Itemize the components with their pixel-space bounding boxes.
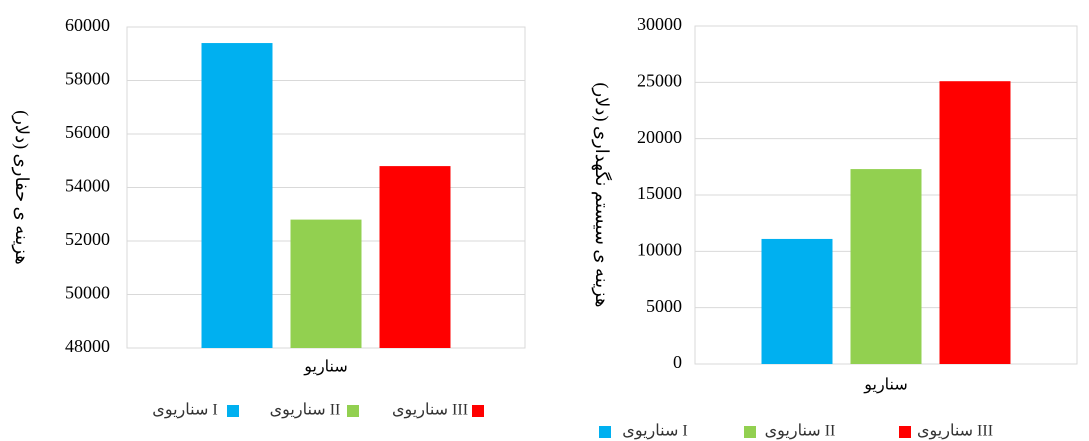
bar	[939, 81, 1011, 364]
y-tick-label: 25000	[637, 70, 682, 90]
legend-label: سناریوی I	[622, 423, 687, 440]
legend-label: سناریوی III	[392, 402, 468, 419]
bar	[201, 43, 273, 349]
legend-label: سناریوی I	[152, 402, 217, 419]
y-tick-label: 0	[673, 352, 682, 372]
legend-label: سناریوی III	[917, 423, 993, 440]
y-axis-label: هزینه ی حفاری (دلار)	[11, 110, 32, 265]
legend-swatch	[899, 426, 911, 438]
legend-swatch	[347, 405, 359, 417]
legend-label: سناریوی II	[765, 423, 836, 440]
y-tick-label: 10000	[637, 239, 682, 259]
y-axis-label: هزینه ی سیستم نگهداری (دلار)	[591, 82, 613, 307]
legend-label: سناریوی II	[270, 402, 341, 419]
y-tick-label: 30000	[637, 14, 682, 34]
x-tick-label: سناریو	[303, 359, 348, 376]
bar	[290, 219, 362, 348]
legend-swatch	[472, 405, 484, 417]
legend-swatch	[599, 426, 611, 438]
y-tick-label: 15000	[637, 183, 682, 203]
legend-swatch	[227, 405, 239, 417]
y-tick-label: 50000	[65, 283, 110, 303]
y-tick-label: 5000	[646, 296, 682, 316]
y-tick-label: 54000	[65, 176, 110, 196]
y-tick-label: 20000	[637, 127, 682, 147]
y-tick-label: 58000	[65, 69, 110, 89]
legend-swatch	[744, 426, 756, 438]
bar	[379, 166, 451, 348]
y-tick-label: 60000	[65, 15, 110, 35]
bar	[761, 238, 833, 364]
y-tick-label: 48000	[65, 336, 110, 356]
x-tick-label: سناریو	[863, 377, 908, 394]
bar	[850, 169, 922, 364]
y-tick-label: 52000	[65, 229, 110, 249]
y-tick-label: 56000	[65, 122, 110, 142]
